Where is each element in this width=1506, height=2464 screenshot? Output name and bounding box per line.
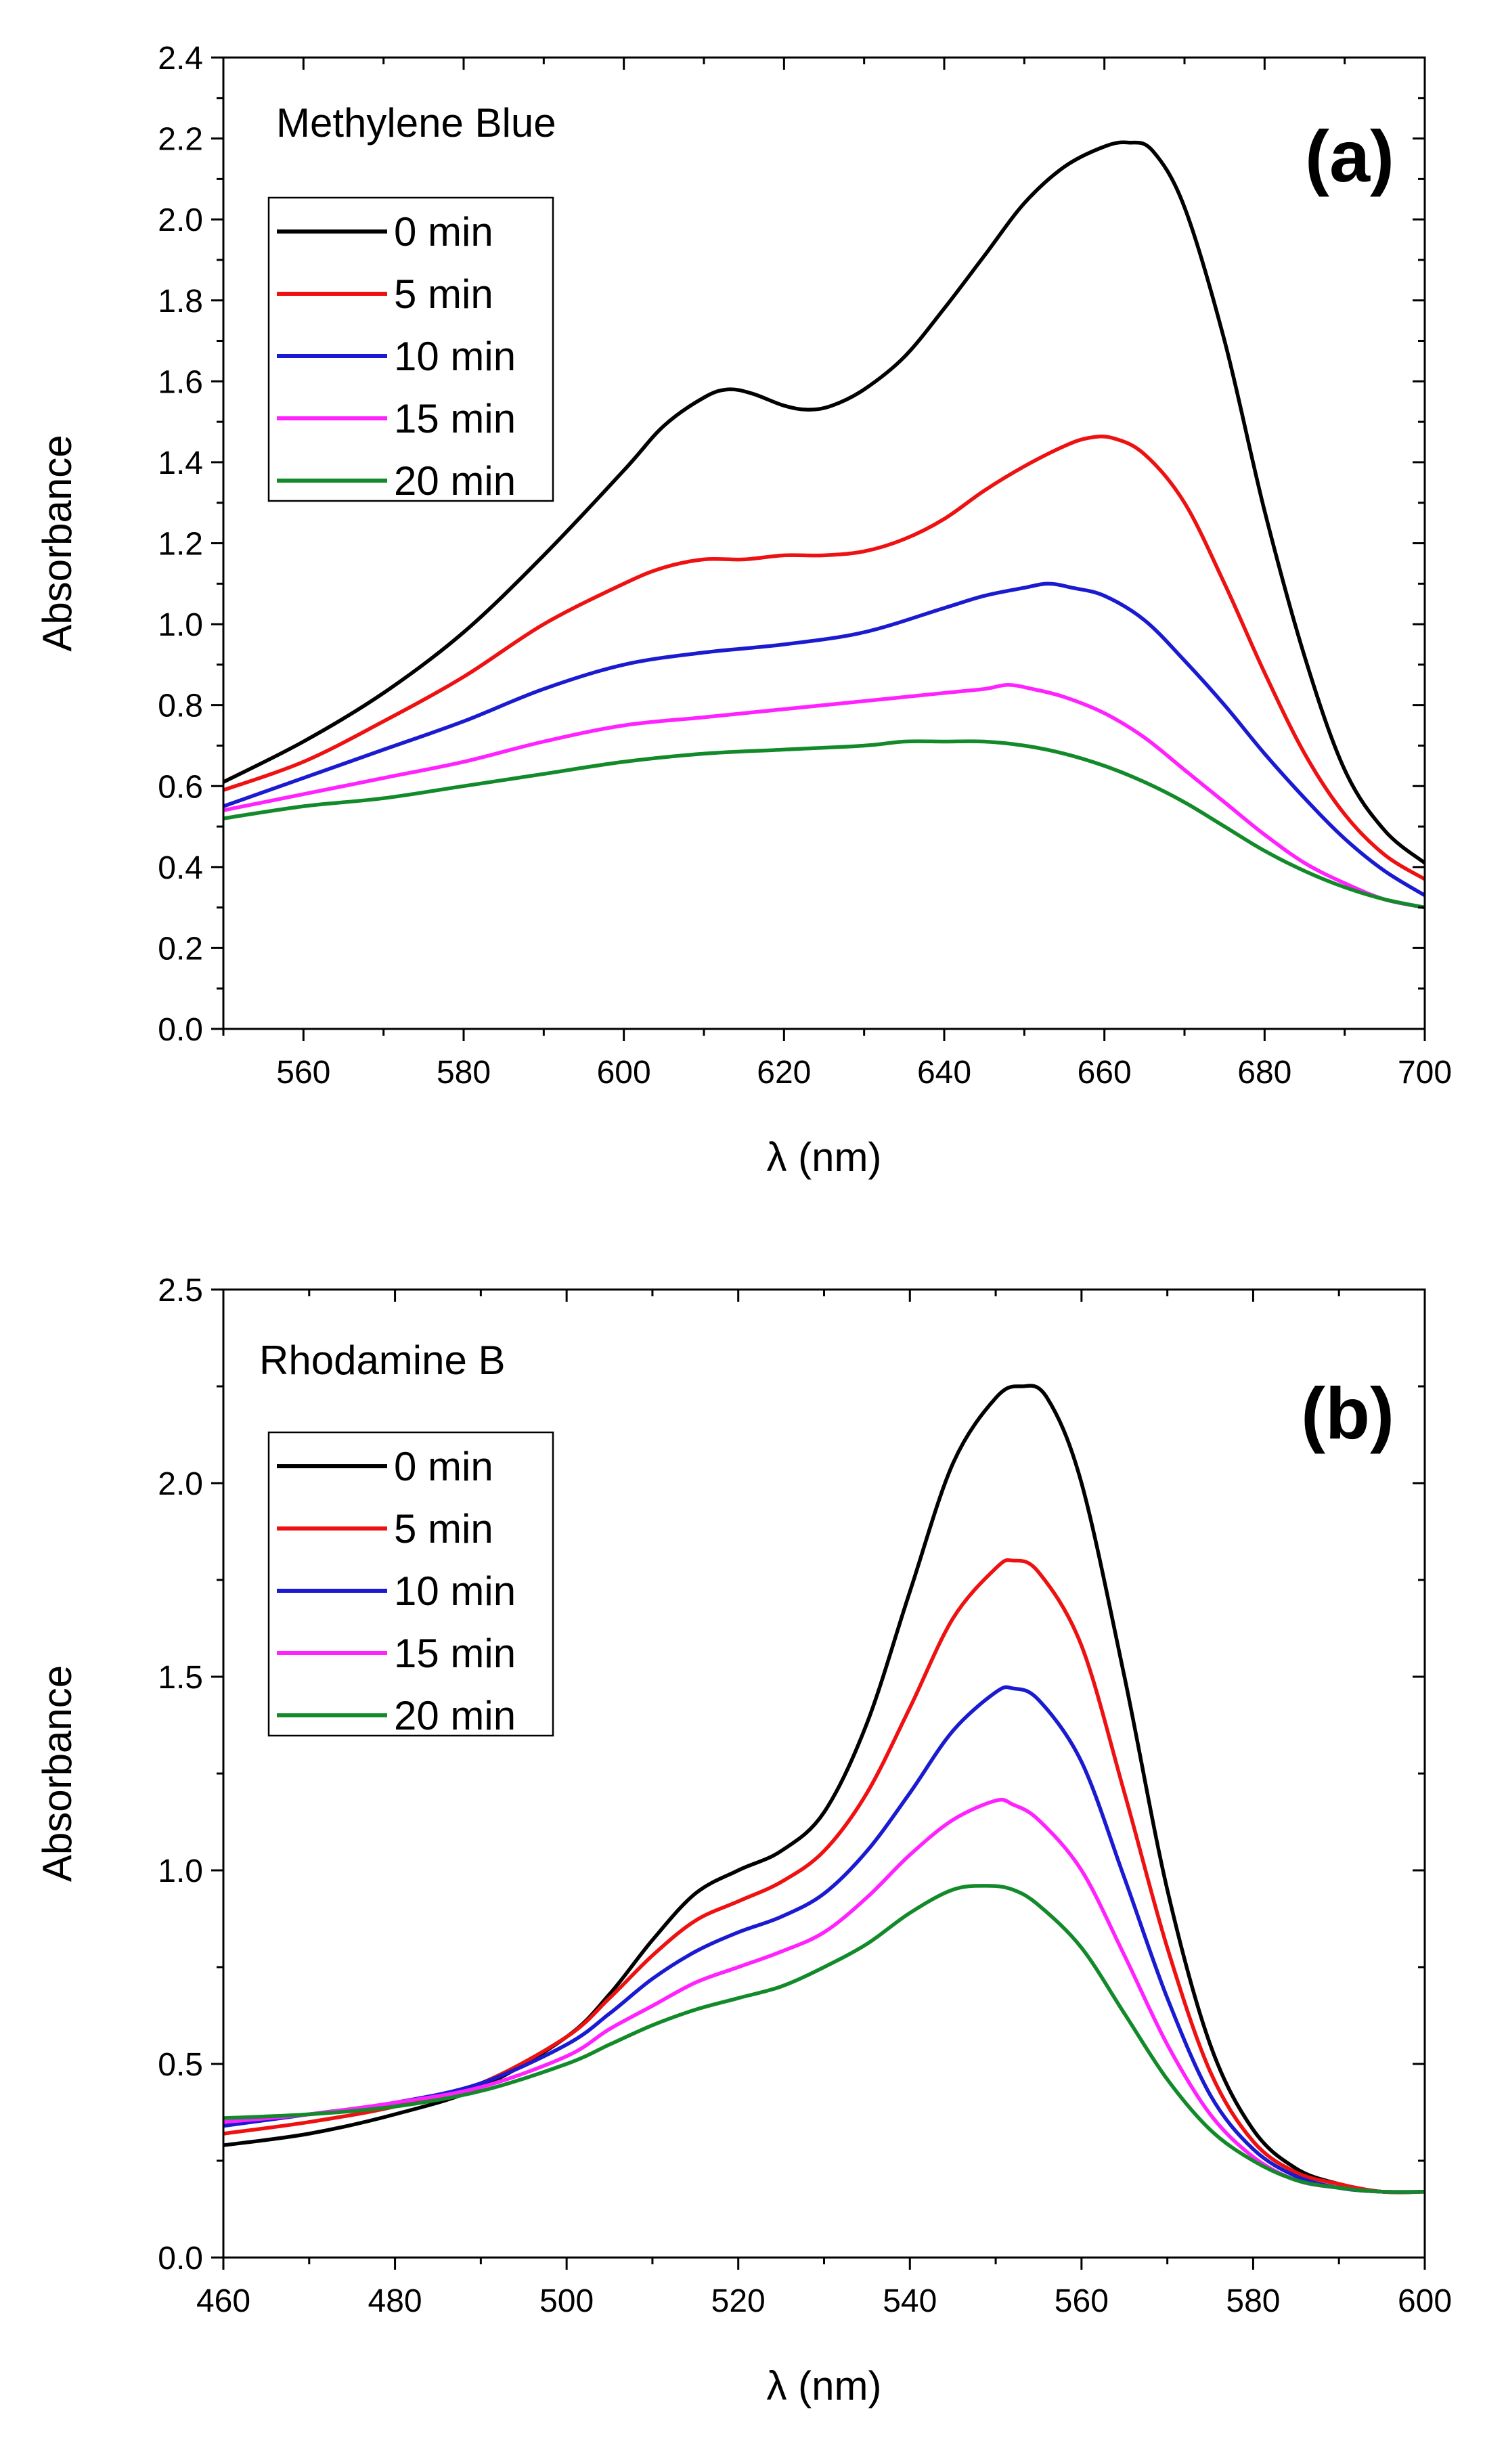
y-tick-label: 2.2 [158,122,203,158]
panel-a: 560 580 600 620 640 660 680 700 0.0 0.2 0.4 0.6 0.8 1… [35,41,1452,1180]
x-tick-label: 620 [757,1055,811,1091]
legend-label: 20 min [394,1693,516,1738]
series-line-15-min [223,683,1425,910]
y-tick-label: 0.0 [158,2241,203,2276]
legend-a: 0 min 5 min 10 min 15 min 20 min [267,196,554,504]
y-tick-label: 1.6 [158,364,203,400]
ticks-a: 560 580 600 620 640 660 680 700 0.0 0.2 0.4 0.6 0.8 1… [158,41,1452,1091]
x-axis-label-b: λ (nm) [767,2363,882,2408]
x-tick-label: 460 [196,2283,250,2319]
legend-label: 15 min [394,396,516,441]
y-tick-label: 0.0 [158,1012,203,1048]
y-tick-label: 0.5 [158,2047,203,2083]
x-tick-label: 700 [1398,1055,1452,1091]
series-line-20-min [223,1884,1425,2194]
x-tick-label: 580 [1226,2283,1280,2319]
y-tick-label: 2.0 [158,1466,203,1502]
y-tick-label: 2.5 [158,1273,203,1308]
x-tick-label: 660 [1078,1055,1132,1091]
x-axis-label-a: λ (nm) [767,1135,882,1180]
legend-label: 10 min [394,334,516,379]
y-tick-label: 0.6 [158,769,203,805]
series-line-15-min [223,1797,1425,2194]
y-tick-label: 1.4 [158,445,203,481]
y-tick-label: 1.8 [158,284,203,320]
y-tick-label: 0.4 [158,850,203,886]
y-tick-label: 1.0 [158,607,203,643]
x-tick-label: 500 [539,2283,594,2319]
panel-label-a: (a) [1305,115,1394,197]
curves-a [222,140,1426,910]
x-tick-label: 560 [1055,2283,1109,2319]
legend-label: 15 min [394,1631,516,1676]
x-tick-label: 600 [597,1055,651,1091]
x-tick-label: 580 [437,1055,491,1091]
y-tick-label: 0.8 [158,688,203,724]
series-line-0-min [222,140,1426,865]
legend-box-b [267,1431,554,1737]
y-tick-label: 1.5 [158,1660,203,1696]
legend-b: 0 min 5 min 10 min 15 min 20 min [267,1431,554,1738]
legend-label: 20 min [394,458,516,504]
x-tick-label: 560 [276,1055,330,1091]
x-tick-label: 640 [917,1055,971,1091]
series-line-20-min [223,739,1425,910]
y-tick-label: 2.0 [158,202,203,238]
annotation-methylene-blue: Methylene Blue [276,100,556,146]
y-tick-label: 1.2 [158,527,203,563]
y-tick-label: 1.0 [158,1853,203,1889]
y-tick-label: 2.4 [158,41,203,76]
legend-label: 0 min [394,1444,493,1489]
series-line-5-min [223,1558,1425,2195]
series-line-5-min [223,435,1426,881]
x-tick-label: 480 [368,2283,422,2319]
y-tick-label: 0.2 [158,931,203,967]
curves-b [223,1384,1425,2195]
x-tick-label: 540 [883,2283,937,2319]
annotation-rhodamine-b: Rhodamine B [259,1338,506,1383]
x-tick-label: 680 [1237,1055,1291,1091]
x-tick-label: 520 [711,2283,766,2319]
legend-label: 5 min [394,271,493,317]
panel-label-b: (b) [1301,1372,1394,1454]
y-axis-label-a: Absorbance [35,435,80,651]
panel-b: 460 480 500 520 540 560 580 600 0.0 0.5 1.0 1.5 2.0 2… [35,1273,1452,2408]
y-axis-label-b: Absorbance [35,1665,80,1882]
legend-label: 5 min [394,1506,493,1552]
series-line-10-min [223,1685,1425,2194]
legend-box-a [267,196,554,502]
x-tick-label: 600 [1398,2283,1452,2319]
legend-label: 10 min [394,1568,516,1614]
legend-label: 0 min [394,209,493,255]
ticks-b: 460 480 500 520 540 560 580 600 0.0 0.5 1.0 1.5 2.0 2… [158,1273,1452,2319]
series-line-10-min [223,581,1426,898]
